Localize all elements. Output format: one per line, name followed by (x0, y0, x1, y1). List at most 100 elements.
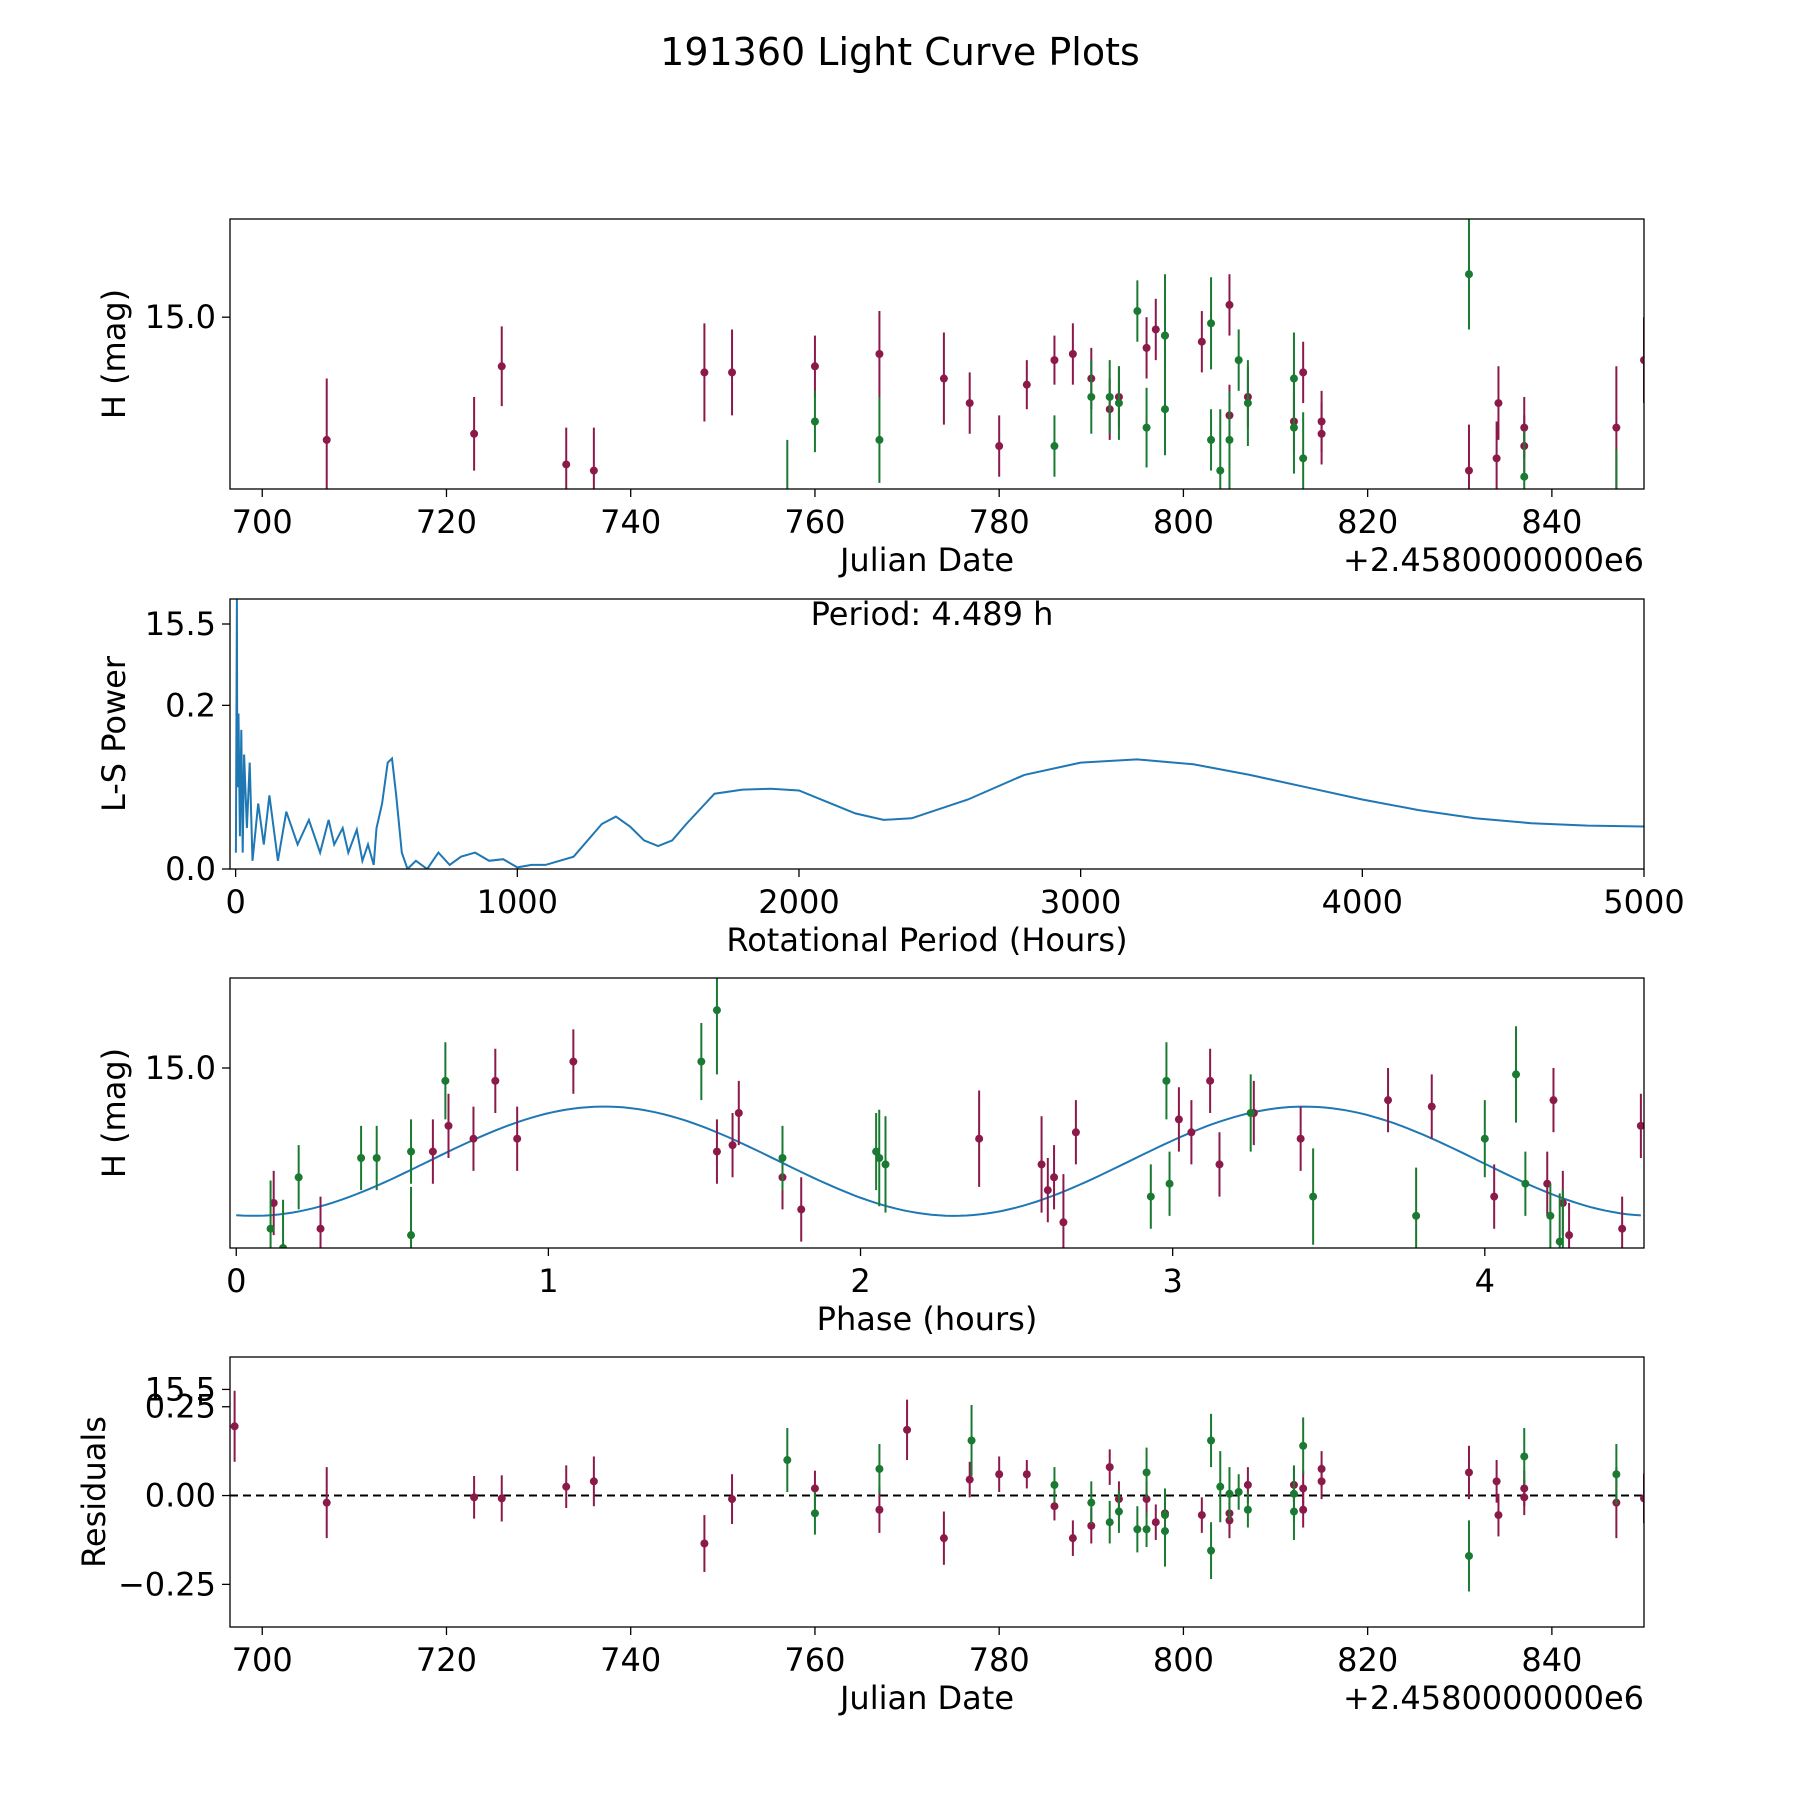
data-point (1068, 1534, 1077, 1543)
data-point (1071, 1128, 1080, 1137)
data-point (1114, 1507, 1123, 1516)
data-point (1174, 1115, 1183, 1124)
data-point (1207, 319, 1216, 328)
series-red-filter (269, 1029, 1644, 1248)
data-point (965, 399, 974, 408)
x-axis-label: Julian Date (838, 541, 1014, 579)
data-point (1087, 392, 1096, 401)
data-point (1520, 1493, 1529, 1502)
data-point (1216, 1482, 1225, 1491)
data-point (903, 1425, 912, 1434)
data-point (697, 1057, 706, 1066)
data-point (1494, 399, 1503, 408)
data-point (712, 1147, 721, 1156)
x-tick-label: 740 (600, 1641, 661, 1679)
model-fit-curve (236, 1105, 1641, 1217)
data-point (783, 491, 791, 499)
data-point (1225, 300, 1234, 309)
power-spectrum-line (234, 599, 1644, 869)
plot-frame (229, 1356, 1645, 1628)
data-point (1160, 405, 1169, 414)
x-tick-label: 840 (1521, 1641, 1582, 1679)
data-point (266, 1224, 275, 1233)
x-tick-label: 4000 (1322, 883, 1403, 921)
plot-frame (229, 977, 1645, 1249)
data-point (1464, 466, 1473, 475)
x-tick-label: 720 (416, 1641, 477, 1679)
data-point (1640, 1494, 1644, 1503)
y-axis-label: Residuals (75, 1416, 113, 1568)
data-point (1512, 1070, 1521, 1079)
data-point (470, 1493, 479, 1502)
data-point (1427, 1102, 1436, 1111)
data-point (1309, 1192, 1318, 1201)
x-tick-label: 740 (600, 503, 661, 541)
data-point (1289, 423, 1298, 432)
data-point (1464, 1551, 1473, 1560)
data-point (1050, 1173, 1059, 1182)
data-point (965, 1475, 974, 1484)
data-point (1289, 374, 1298, 383)
y-tick-label: 15.5 (145, 1370, 216, 1408)
plot-frame (229, 218, 1645, 490)
plot-area (234, 599, 1644, 869)
data-point (1225, 435, 1234, 444)
x-tick-label: 840 (1521, 503, 1582, 541)
data-point (1412, 1211, 1421, 1220)
data-point (1087, 1498, 1096, 1507)
data-point (975, 1134, 984, 1143)
data-point (1207, 1436, 1216, 1445)
data-point (1317, 1477, 1326, 1486)
data-point (1520, 472, 1529, 481)
data-point (407, 1147, 416, 1156)
data-point (1162, 1076, 1171, 1085)
y-tick-label: 0.25 (145, 1388, 216, 1426)
data-point (1243, 399, 1252, 408)
x-tick-label: 5000 (1603, 883, 1684, 921)
data-point (1133, 307, 1142, 316)
data-point (1165, 1179, 1174, 1188)
data-point (810, 1509, 819, 1518)
data-point (1555, 1237, 1564, 1246)
periodogram-panel: Period: 4.489 h 0 1000 2000 3000 4000 5000 0.0 0… (95, 595, 1685, 959)
data-point (562, 1482, 571, 1491)
data-point (269, 1199, 278, 1207)
data-point (1464, 1468, 1473, 1477)
data-point (734, 1109, 743, 1117)
x-tick-label: 0 (226, 1262, 246, 1300)
residuals-panel: 700 720 740 760 780 800 820 840 0.25 0.00 −0.25 Jul… (75, 1356, 1645, 1717)
data-point (1490, 1192, 1499, 1201)
data-point (589, 466, 598, 475)
data-point (881, 1160, 890, 1169)
data-point (497, 362, 506, 371)
data-point (1299, 1441, 1308, 1450)
data-point (1105, 392, 1114, 401)
data-point (778, 1154, 787, 1162)
data-point (700, 368, 709, 377)
data-point (469, 1134, 478, 1143)
x-tick-label: 760 (784, 503, 845, 541)
data-point (712, 1006, 721, 1015)
data-point (470, 429, 479, 438)
data-point (810, 1484, 819, 1493)
x-offset-label: +2.4580000000e6 (1343, 1679, 1644, 1717)
x-tick-label: 4 (1475, 1262, 1495, 1300)
data-point (1050, 356, 1059, 365)
data-point (1114, 399, 1123, 408)
data-point (322, 1498, 331, 1507)
data-point (1105, 1518, 1114, 1527)
y-axis-label: H (mag) (95, 1048, 133, 1178)
data-point (875, 1154, 884, 1162)
data-point (1022, 1470, 1031, 1479)
data-point (1243, 1505, 1252, 1514)
data-point (1546, 1211, 1555, 1220)
series-red-filter (322, 274, 1644, 489)
data-point (1197, 337, 1206, 346)
data-point (1059, 1218, 1068, 1227)
data-point (1142, 343, 1151, 352)
y-axis-label: L-S Power (95, 655, 133, 812)
y-tick-label: −0.25 (118, 1565, 216, 1603)
data-point (1151, 325, 1160, 334)
data-point (1612, 1470, 1621, 1479)
x-tick-label: 820 (1337, 503, 1398, 541)
